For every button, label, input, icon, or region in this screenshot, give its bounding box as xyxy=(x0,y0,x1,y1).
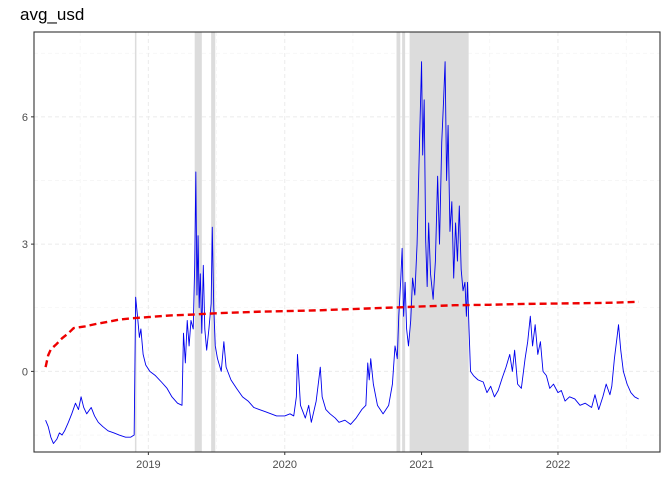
plot-panel-border xyxy=(33,31,661,453)
y-tick-label-2: 6 xyxy=(22,112,28,124)
y-tick-label-1: 3 xyxy=(22,239,28,251)
shaded-period-3 xyxy=(396,32,401,452)
minor-gridlines xyxy=(34,32,660,452)
shaded-period-0 xyxy=(134,32,137,452)
shaded-period-4 xyxy=(402,32,406,452)
x-axis: 2019 2020 2021 2022 xyxy=(136,452,570,471)
y-axis: 0 3 6 xyxy=(22,112,34,378)
x-tick-label-3: 2022 xyxy=(546,459,570,471)
x-tick-label-0: 2019 xyxy=(136,459,160,471)
shaded-period-2 xyxy=(211,32,216,452)
series-line-solid xyxy=(45,61,639,444)
series-line-dashed xyxy=(44,300,639,368)
shaded-periods xyxy=(134,32,469,452)
major-gridlines xyxy=(34,32,660,452)
x-tick-label-2: 2021 xyxy=(409,459,433,471)
x-tick-label-1: 2020 xyxy=(273,459,297,471)
chart-title: avg_usd xyxy=(20,5,84,24)
y-tick-label-0: 0 xyxy=(22,366,28,378)
